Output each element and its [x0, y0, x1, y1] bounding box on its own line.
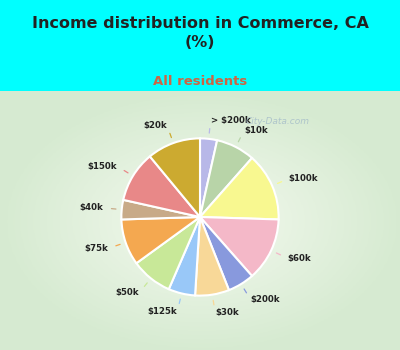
Text: $150k: $150k: [88, 162, 118, 171]
Wedge shape: [136, 217, 200, 289]
Text: $75k: $75k: [84, 244, 108, 253]
Text: $100k: $100k: [289, 174, 318, 183]
Text: $125k: $125k: [148, 307, 178, 316]
Text: $30k: $30k: [215, 308, 239, 317]
Text: City-Data.com: City-Data.com: [245, 117, 309, 126]
Wedge shape: [121, 200, 200, 219]
Text: All residents: All residents: [153, 75, 247, 88]
Wedge shape: [123, 156, 200, 217]
Wedge shape: [200, 138, 217, 217]
Text: $10k: $10k: [244, 126, 268, 135]
Text: $60k: $60k: [288, 254, 311, 263]
Text: > $200k: > $200k: [211, 116, 250, 125]
Wedge shape: [150, 138, 200, 217]
Wedge shape: [195, 217, 229, 296]
Text: $50k: $50k: [116, 288, 140, 297]
Wedge shape: [200, 140, 252, 217]
Wedge shape: [200, 217, 252, 290]
Wedge shape: [122, 217, 200, 263]
Wedge shape: [200, 158, 279, 219]
Text: $200k: $200k: [250, 295, 280, 304]
Text: $40k: $40k: [80, 203, 104, 212]
Text: $20k: $20k: [144, 121, 167, 131]
Text: Income distribution in Commerce, CA
(%): Income distribution in Commerce, CA (%): [32, 16, 368, 50]
Wedge shape: [200, 217, 278, 276]
Wedge shape: [169, 217, 200, 295]
